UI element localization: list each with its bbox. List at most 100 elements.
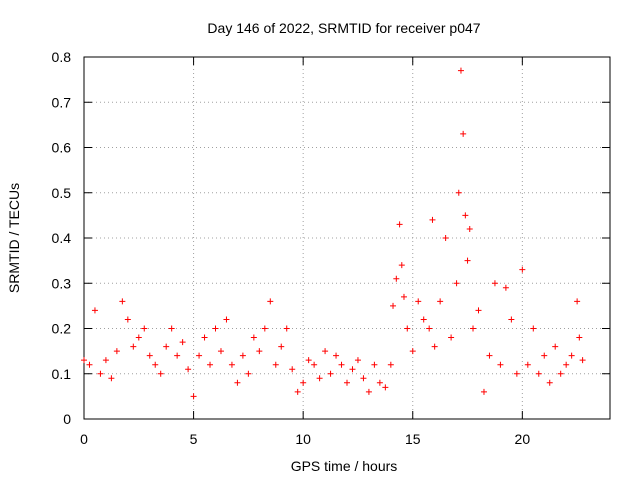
data-point [338,361,345,368]
data-point [108,375,115,382]
data-point [409,348,416,355]
plot-frame [83,56,611,420]
data-point [541,352,548,359]
data-point [256,348,263,355]
y-tick-label: 0 [63,411,71,427]
chart-title: Day 146 of 2022, SRMTID for receiver p04… [207,20,480,36]
data-point [102,357,109,364]
data-point [130,343,137,350]
data-point [322,348,329,355]
data-point [223,316,230,323]
data-point [455,189,462,196]
data-point [217,348,224,355]
data-point [480,388,487,395]
data-point [283,325,290,332]
data-point [486,352,493,359]
data-point [152,361,159,368]
data-point [300,379,307,386]
y-tick-label: 0.7 [52,94,72,110]
data-point [212,325,219,332]
data-point [448,334,455,341]
data-point [141,325,148,332]
data-point [234,379,241,386]
data-point [497,361,504,368]
data-point [201,334,208,341]
data-point [124,316,131,323]
data-point [250,334,257,341]
data-point [568,352,575,359]
data-point [457,67,464,74]
data-point [557,370,564,377]
data-point [371,361,378,368]
data-point [519,266,526,273]
data-point [354,357,361,364]
data-point [228,361,235,368]
data-point [179,339,186,346]
data-point [267,298,274,305]
x-axis-label: GPS time / hours [291,458,398,474]
data-point [579,357,586,364]
data-point [400,293,407,300]
y-tick-label: 0.3 [52,275,72,291]
data-point [398,262,405,269]
data-points [81,67,586,400]
data-point [574,298,581,305]
data-point [535,370,542,377]
data-point [311,361,318,368]
x-tick-label: 0 [80,431,88,447]
data-point [552,343,559,350]
data-point [396,221,403,228]
y-tick-label: 0.2 [52,321,72,337]
data-point [305,357,312,364]
data-point [185,366,192,373]
data-point [168,325,175,332]
data-point [393,275,400,282]
data-point [349,366,356,373]
data-point [387,361,394,368]
y-tick-label: 0.4 [52,230,72,246]
data-point [464,257,471,264]
data-point [508,316,515,323]
y-tick-label: 0.6 [52,140,72,156]
data-point [81,357,87,364]
data-point [157,370,164,377]
data-point [333,352,340,359]
axis-ticks: 0 0.1 0.2 0.3 0.4 0.5 0.6 0.7 0.8 0 5 10 15 20 [52,49,610,447]
y-tick-label: 0.8 [52,49,72,65]
data-point [294,388,301,395]
x-tick-label: 5 [190,431,198,447]
data-point [513,370,520,377]
data-point [442,235,449,241]
data-point [491,280,498,287]
data-point [365,388,372,395]
y-tick-label: 0.1 [52,366,72,382]
data-point [563,361,570,368]
data-point [91,307,98,314]
data-point [344,379,350,386]
data-point [426,325,433,332]
data-point [420,316,427,323]
data-point [390,302,397,309]
data-point [327,370,334,377]
data-point [245,370,252,377]
data-point [190,393,197,400]
x-tick-label: 10 [295,431,311,447]
data-point [207,361,214,368]
data-point [174,352,181,359]
data-point [415,298,422,305]
y-axis-label: SRMTID / TECUs [6,183,22,293]
data-point [289,366,296,373]
data-point [278,343,285,350]
data-point [86,361,93,368]
data-point [576,334,583,341]
data-point [146,352,153,359]
data-point [261,325,268,332]
data-point [431,343,438,350]
grid [84,57,610,419]
data-point [437,298,444,305]
data-point [429,216,436,223]
data-point [524,361,531,368]
data-point [360,375,367,382]
data-point [119,298,126,305]
